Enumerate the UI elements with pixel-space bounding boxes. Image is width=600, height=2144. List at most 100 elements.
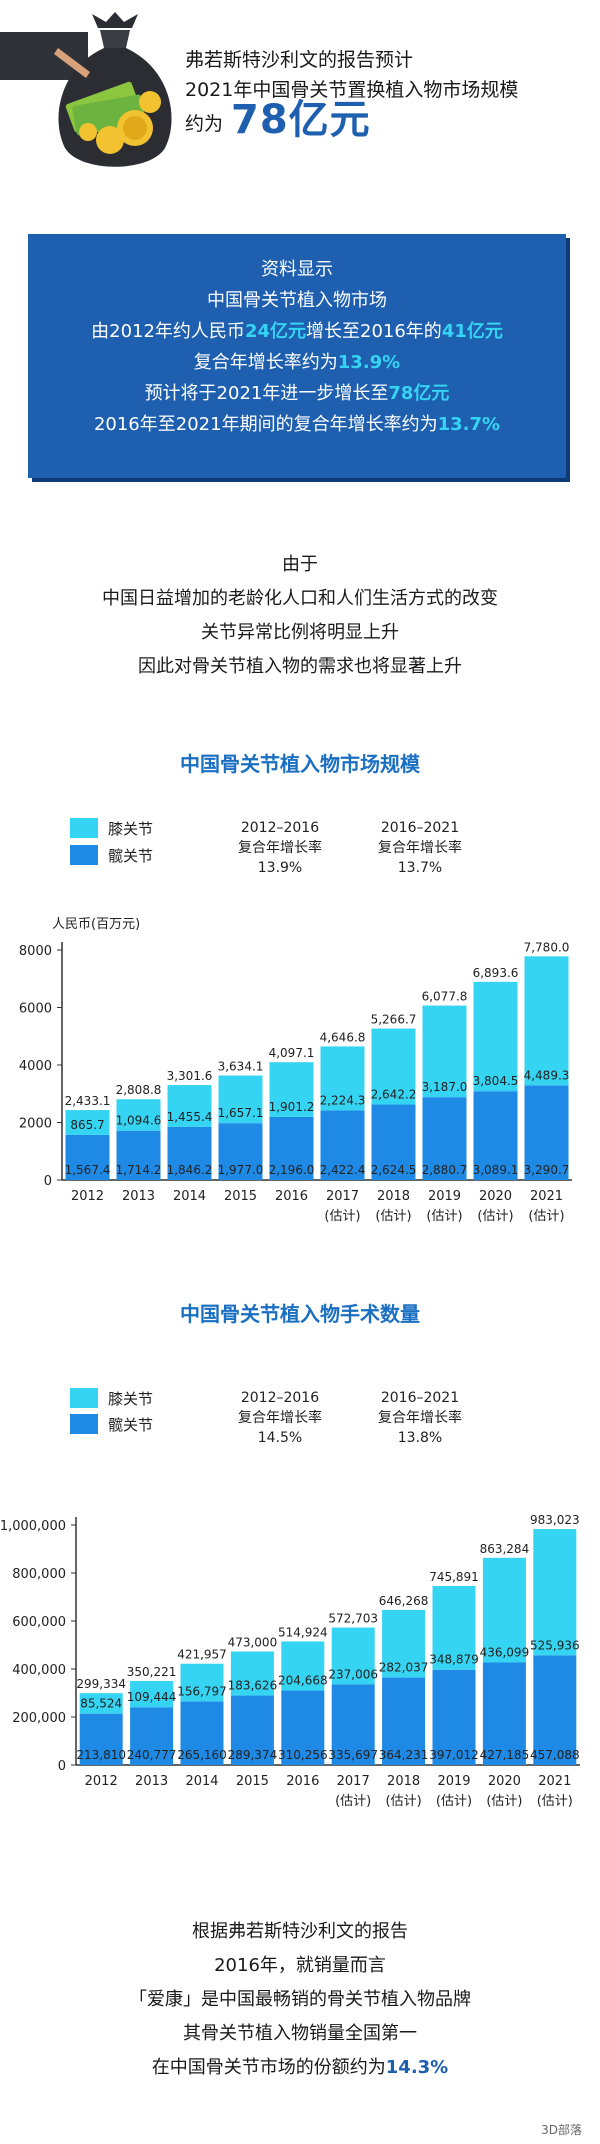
total-value-label: 421,957: [177, 1648, 227, 1662]
bar-hip: [79, 1713, 123, 1765]
bar-knee: [281, 1641, 325, 1691]
total-value-label: 350,221: [127, 1665, 177, 1679]
cagr-label: 复合年增长率: [378, 1410, 462, 1426]
x-tick-estimate-label: (估计): [486, 1794, 522, 1809]
x-tick-label: 2017: [337, 1774, 370, 1789]
hero-line-3: 约为 78亿元: [185, 100, 585, 140]
hip-value-label: 397,012: [429, 1748, 479, 1762]
reason-line: 关节异常比例将明显上升: [201, 622, 399, 643]
hip-value-label: 3,089.1: [473, 1163, 519, 1177]
chart1-legend-hip-label: 髋关节: [108, 847, 154, 865]
chart2-legend-knee-swatch: [70, 1388, 98, 1408]
y-tick-label: 1,000,000: [0, 1519, 66, 1534]
x-tick-label: 2015: [224, 1189, 257, 1204]
y-tick-label: 400,000: [12, 1663, 66, 1678]
reason-line: 由于: [282, 554, 318, 575]
info-line-5: 预计将于2021年进一步增长至78亿元: [28, 378, 566, 409]
info-line-4: 复合年增长率约为13.9%: [28, 347, 566, 378]
total-value-label: 745,891: [429, 1570, 479, 1584]
y-tick-label: 0: [44, 1174, 52, 1189]
chart2-legend-hip-label: 髋关节: [108, 1416, 154, 1434]
x-tick-estimate-label: (估计): [386, 1794, 422, 1809]
chart2-legend-hip-swatch: [70, 1414, 98, 1434]
knee-value-label: 4,489.3: [524, 1068, 570, 1082]
chart2-title: 中国骨关节植入物手术数量: [180, 1302, 420, 1326]
total-value-label: 863,284: [480, 1542, 530, 1556]
knee-value-label: 2,224.3: [320, 1093, 366, 1107]
x-tick-label: 2014: [185, 1774, 218, 1789]
footer-line: 根据弗若斯特沙利文的报告: [192, 1921, 408, 1942]
info-box: 资料显示 中国骨关节植入物市场 由2012年约人民币24亿元增长至2016年的4…: [28, 234, 566, 478]
bar-hip: [320, 1110, 365, 1180]
bar-knee: [65, 1110, 110, 1135]
x-tick-estimate-label: (估计): [436, 1794, 472, 1809]
info-text: 复合年增长率约为: [193, 352, 338, 373]
money-bag-icon: [54, 12, 172, 167]
bar-hip: [130, 1707, 174, 1765]
y-tick-label: 2000: [19, 1117, 52, 1132]
footer-line-last: 在中国骨关节市场的份额约为14.3%: [0, 2051, 600, 2085]
hip-value-label: 240,777: [127, 1748, 177, 1762]
footer-line: 其骨关节植入物销量全国第一: [183, 2023, 417, 2044]
chart2-cagr-1: 2012–2016 复合年增长率 14.5%: [205, 1388, 355, 1448]
x-tick-estimate-label: (估计): [477, 1209, 513, 1224]
footer-line: 2016年，就销量而言: [214, 1955, 386, 1976]
hip-value-label: 310,256: [278, 1748, 328, 1762]
bar-hip: [524, 1085, 569, 1180]
knee-value-label: 204,668: [278, 1674, 328, 1688]
bar-knee: [320, 1046, 365, 1111]
knee-value-label: 282,037: [379, 1661, 429, 1675]
x-tick-label: 2021: [538, 1774, 571, 1789]
knee-value-label: 348,879: [429, 1653, 479, 1667]
x-tick-label: 2020: [488, 1774, 521, 1789]
total-value-label: 2,808.8: [116, 1083, 162, 1097]
total-value-label: 983,023: [530, 1513, 580, 1527]
hip-value-label: 427,185: [480, 1748, 530, 1762]
info-text: 增长至2016年的: [306, 321, 442, 342]
chart1-cagr-1: 2012–2016 复合年增长率 13.9%: [205, 818, 355, 878]
cagr-period: 2012–2016: [240, 820, 320, 836]
info-text: 2016年至2021年期间的复合年增长率约为: [93, 414, 438, 435]
chart1-title: 中国骨关节植入物市场规模: [180, 752, 420, 776]
info-highlight: 41亿元: [441, 321, 503, 342]
knee-value-label: 1,901.2: [269, 1100, 315, 1114]
chart1-legend-knee-swatch: [70, 818, 98, 838]
knee-value-label: 1,094.6: [116, 1114, 162, 1128]
knee-value-label: 1,455.4: [167, 1110, 213, 1124]
bar-knee: [432, 1585, 476, 1670]
x-tick-label: 2018: [387, 1774, 420, 1789]
info-line-3: 由2012年约人民币24亿元增长至2016年的41亿元: [28, 316, 566, 347]
hero-line-2: 2021年中国骨关节置换植入物市场规模: [185, 79, 519, 101]
x-tick-label: 2012: [71, 1189, 104, 1204]
x-tick-label: 2016: [275, 1189, 308, 1204]
bar-knee: [533, 1529, 577, 1656]
bar-knee: [473, 981, 518, 1092]
y-tick-label: 0: [58, 1759, 66, 1774]
total-value-label: 6,893.6: [473, 966, 519, 980]
hip-value-label: 289,374: [228, 1748, 278, 1762]
cagr-value: 13.7%: [397, 860, 443, 876]
info-highlight: 13.9%: [337, 352, 401, 373]
hip-value-label: 335,697: [328, 1748, 378, 1762]
y-axis-label: 人民币(百万元): [52, 917, 140, 932]
bar-hip: [230, 1695, 274, 1765]
bar-knee: [331, 1627, 375, 1685]
knee-value-label: 436,099: [480, 1645, 530, 1659]
total-value-label: 572,703: [328, 1612, 378, 1626]
x-tick-estimate-label: (估计): [375, 1209, 411, 1224]
bar-knee: [218, 1075, 263, 1124]
chart1-plot: 人民币(百万元) 0 2000 4000 6000 8000 1,567.4 865.7 2,4…: [19, 917, 572, 1224]
info-line-1: 资料显示: [261, 259, 333, 280]
hip-value-label: 1,567.4: [65, 1163, 111, 1177]
hero-value: 78亿元: [231, 97, 371, 143]
hip-value-label: 2,422.4: [320, 1163, 366, 1177]
bar-hip: [116, 1130, 161, 1180]
total-value-label: 3,634.1: [218, 1060, 264, 1074]
bar-knee: [130, 1680, 174, 1708]
total-value-label: 4,097.1: [269, 1046, 315, 1060]
knee-value-label: 156,797: [177, 1684, 227, 1698]
x-tick-label: 2016: [286, 1774, 319, 1789]
chart2-plot: 0 200,000 400,000 600,000 800,000 1,000,000 21…: [0, 1513, 580, 1809]
hip-value-label: 3,290.7: [524, 1163, 570, 1177]
bar-knee: [422, 1005, 467, 1098]
